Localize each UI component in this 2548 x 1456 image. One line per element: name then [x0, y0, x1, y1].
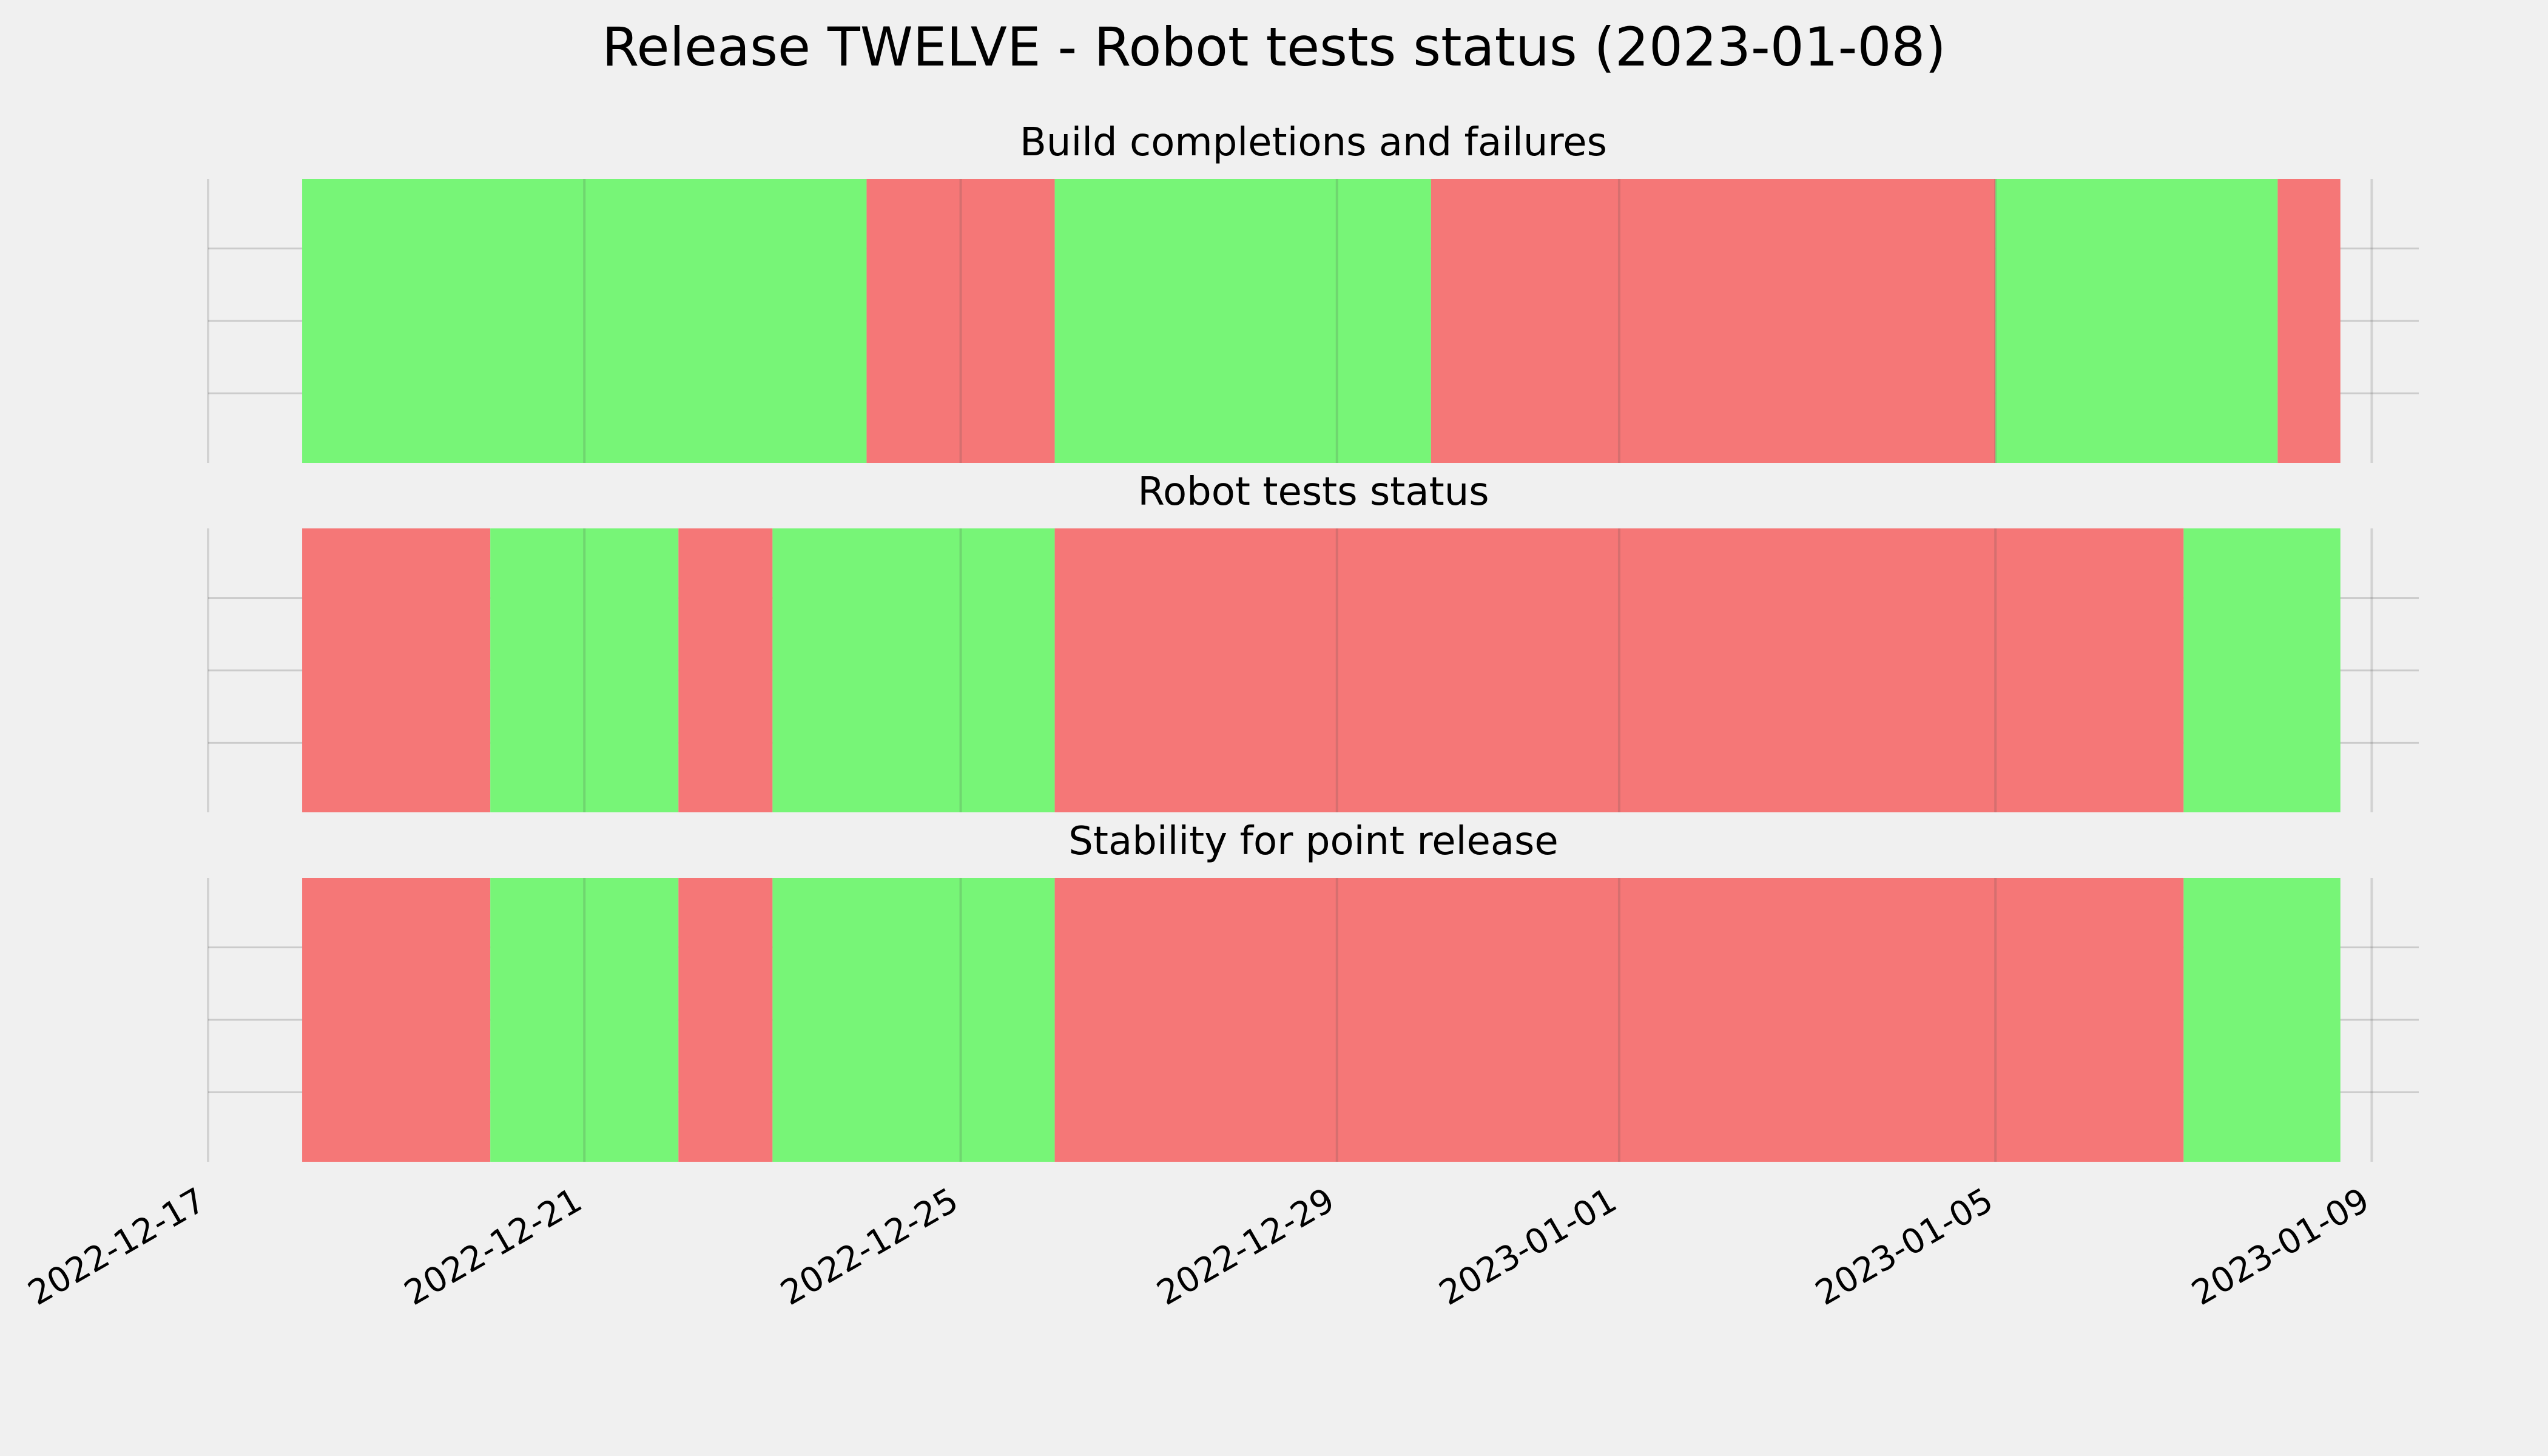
panel-1-segment-1-success: [302, 179, 867, 463]
panel-1-segment-6-failure: [2277, 179, 2341, 463]
panel-2-segment-4-success: [772, 528, 1055, 812]
panels-group: Build completions and failures Robot test…: [207, 120, 2419, 1162]
panel-3-segment-3-failure: [678, 878, 773, 1162]
panel-3-segment-6-success: [2183, 878, 2341, 1162]
panel-1-segment-4-failure: [1431, 179, 1996, 463]
panel-1: Build completions and failures: [207, 120, 2419, 463]
panel-3-title: Stability for point release: [1068, 819, 1559, 864]
panel-2-title: Robot tests status: [1138, 470, 1489, 514]
panel-3-segment-2-success: [490, 878, 679, 1162]
chart-title: Release TWELVE - Robot tests status (202…: [602, 16, 1946, 78]
panel-2-segment-2-success: [490, 528, 679, 812]
panel-3-segment-5-failure: [1054, 878, 2184, 1162]
panel-1-title: Build completions and failures: [1020, 120, 1607, 165]
panel-1-segment-3-success: [1054, 179, 1431, 463]
panel-3-segment-4-success: [772, 878, 1055, 1162]
panel-2: Robot tests status: [207, 470, 2419, 812]
panel-2-segment-1-failure: [302, 528, 491, 812]
panel-2-segment-6-success: [2183, 528, 2341, 812]
panel-1-segment-5-success: [1995, 179, 2278, 463]
panel-3: Stability for point release: [207, 819, 2419, 1162]
panel-2-segment-5-failure: [1054, 528, 2184, 812]
panel-3-segment-1-failure: [302, 878, 491, 1162]
panel-2-segment-3-failure: [678, 528, 773, 812]
panel-1-segment-2-failure: [866, 179, 1055, 463]
